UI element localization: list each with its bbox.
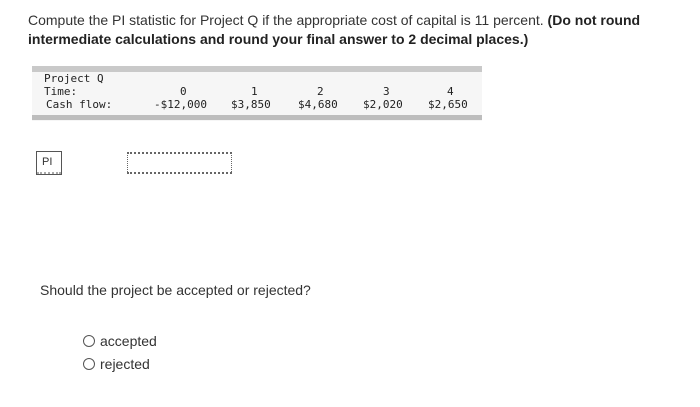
question-text: Compute the PI statistic for Project Q i… xyxy=(28,11,668,49)
decision-question: Should the project be accepted or reject… xyxy=(40,282,311,298)
time-label: Time: xyxy=(44,85,78,98)
year-3: 3 xyxy=(383,85,390,98)
question-instruction: (Do not round intermediate calculations … xyxy=(28,12,641,47)
cash-flow-0: -$12,000 xyxy=(154,98,207,111)
pi-label-text: PI xyxy=(42,156,53,168)
option-rejected[interactable]: rejected xyxy=(83,356,150,372)
cash-flow-4: $2,650 xyxy=(428,98,468,111)
table-top-bar xyxy=(32,66,482,72)
cash-flow-3: $2,020 xyxy=(363,98,403,111)
pi-label: PI xyxy=(36,151,62,175)
year-1: 1 xyxy=(251,85,258,98)
pi-answer-input[interactable] xyxy=(127,152,232,174)
cash-flow-2: $4,680 xyxy=(298,98,338,111)
project-label: Project Q xyxy=(44,72,104,85)
year-2: 2 xyxy=(317,85,324,98)
cash-flow-table: Project Q Time: Cash flow: 0 1 2 3 4 -$1… xyxy=(32,66,482,121)
option-accepted-label: accepted xyxy=(100,333,157,349)
year-4: 4 xyxy=(447,85,454,98)
radio-rejected[interactable] xyxy=(83,358,95,370)
table-bottom-bar xyxy=(32,115,482,120)
option-rejected-label: rejected xyxy=(100,356,150,372)
question-body: Compute the PI statistic for Project Q i… xyxy=(28,12,544,28)
cash-flow-1: $3,850 xyxy=(231,98,271,111)
year-0: 0 xyxy=(180,85,187,98)
option-accepted[interactable]: accepted xyxy=(83,333,157,349)
radio-accepted[interactable] xyxy=(83,335,95,347)
cash-flow-label: Cash flow: xyxy=(46,98,113,111)
